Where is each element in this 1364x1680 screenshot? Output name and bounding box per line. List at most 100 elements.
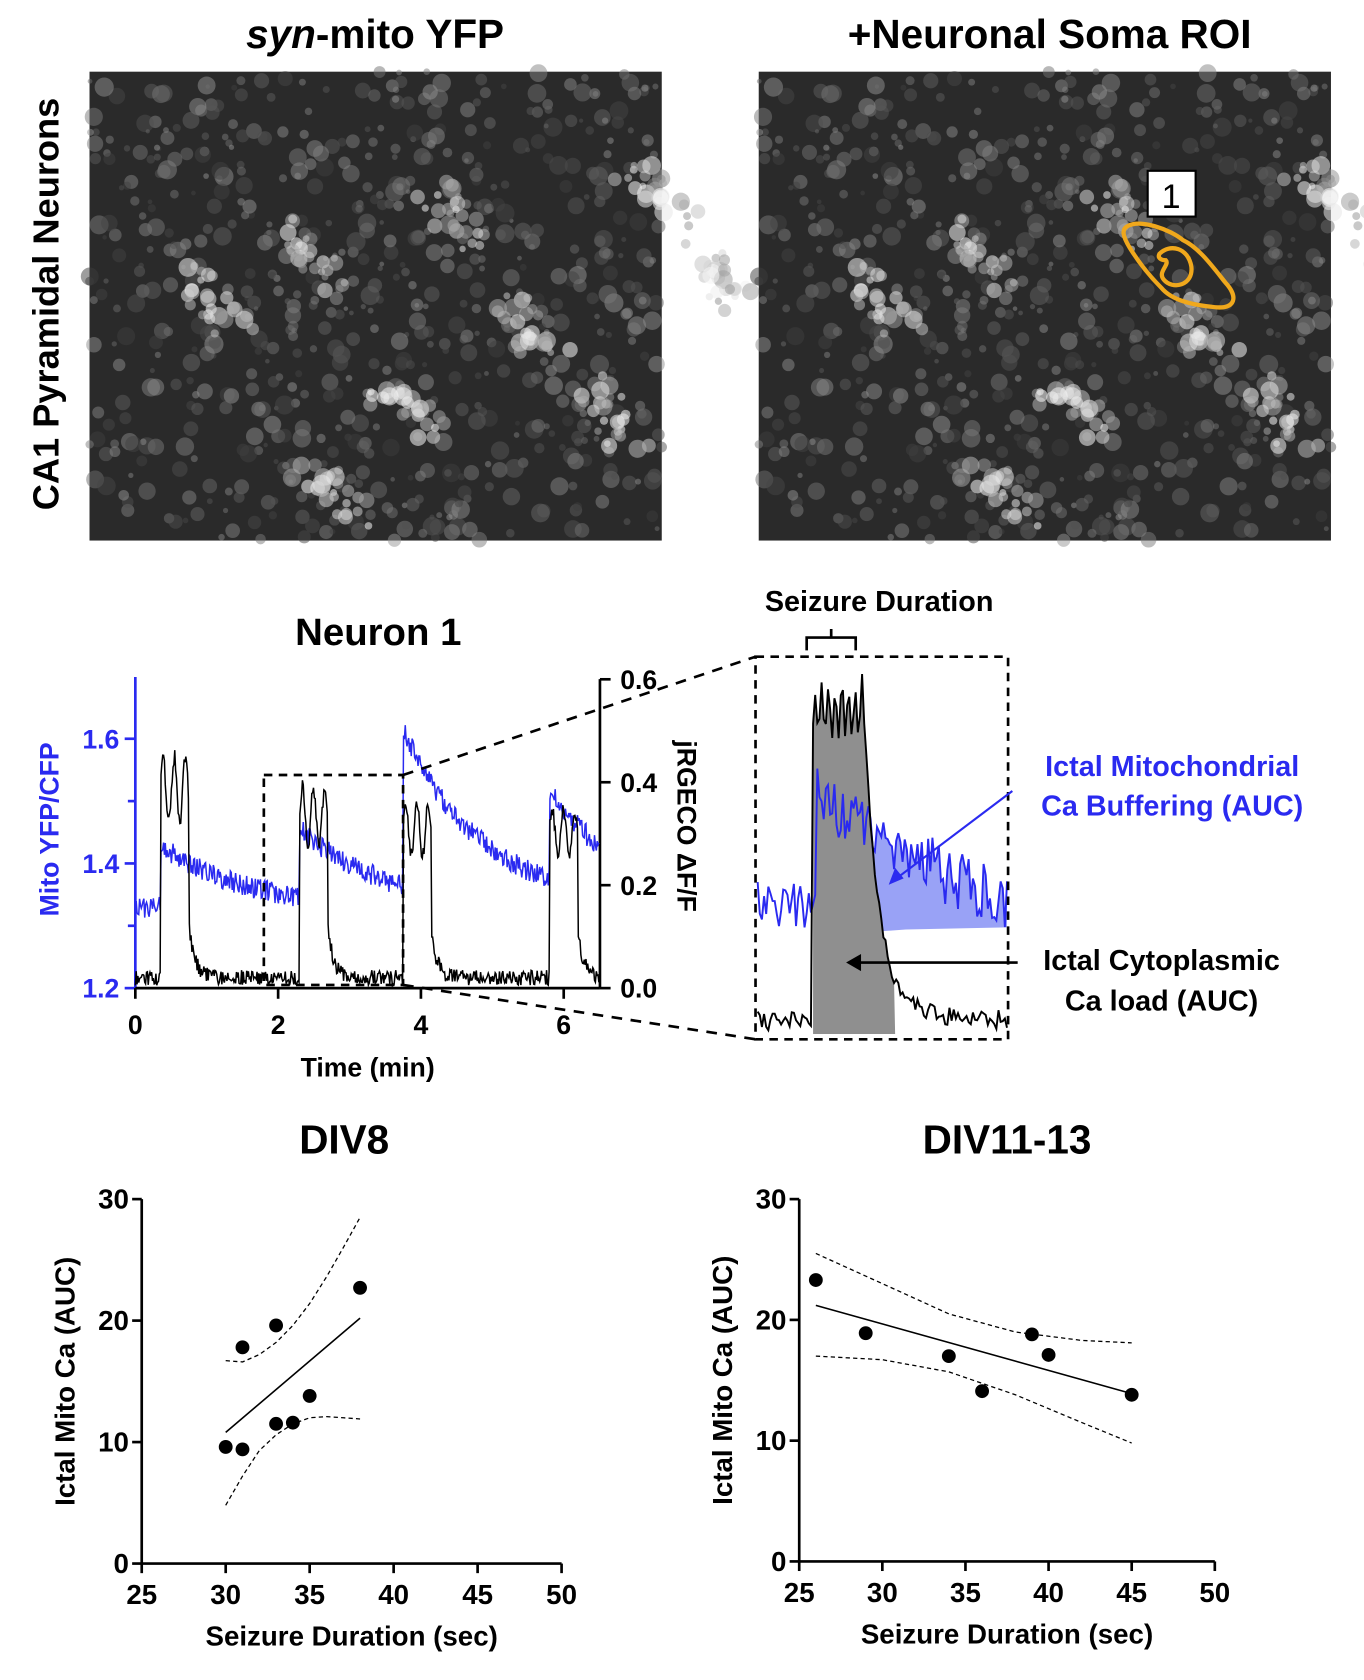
micrograph-speckle (345, 134, 360, 149)
micrograph-speckle (98, 446, 114, 462)
micrograph-speckle (1059, 143, 1070, 154)
micrograph-speckle (894, 523, 910, 539)
micrograph-cell (711, 253, 721, 263)
micrograph-speckle (956, 382, 967, 392)
micrograph-speckle (255, 533, 266, 545)
micrograph-speckle (115, 394, 131, 411)
micrograph-speckle (814, 129, 820, 134)
micrograph-speckle (1075, 360, 1085, 370)
micrograph-speckle (496, 364, 511, 378)
right-y-tick-label: 0.2 (620, 871, 657, 901)
micrograph-speckle (444, 524, 460, 540)
micrograph-speckle (935, 92, 945, 102)
micrograph-speckle (145, 129, 150, 134)
micrograph-cell (330, 254, 338, 262)
micrograph-speckle (1039, 194, 1049, 205)
micrograph-speckle (953, 307, 971, 324)
micrograph-speckle (147, 218, 165, 236)
micrograph-cell (853, 299, 866, 311)
micrograph-speckle (1182, 432, 1189, 438)
x-tick-label: 4 (414, 1010, 429, 1040)
micrograph-speckle (1039, 324, 1049, 334)
y-tick-label: 30 (98, 1184, 129, 1215)
micrograph-speckle (531, 503, 550, 523)
micrograph-speckle (1239, 244, 1249, 254)
micrograph-speckle (1143, 161, 1152, 170)
micrograph-speckle (1029, 285, 1049, 306)
micrograph-cell (613, 427, 622, 436)
micrograph-speckle (788, 412, 801, 425)
micrograph-speckle (531, 106, 544, 118)
micrograph-speckle (1161, 461, 1177, 478)
micrograph-cell (475, 240, 485, 250)
micrograph-speckle (926, 234, 942, 251)
micrograph-speckle (236, 129, 250, 143)
micrograph-cell (1323, 202, 1343, 222)
micrograph-speckle (1048, 220, 1054, 225)
micrograph-speckle (1261, 90, 1268, 97)
micrograph-cell (423, 399, 437, 412)
micrograph-speckle (1131, 151, 1144, 165)
micrograph-speckle (132, 144, 148, 160)
micrograph-speckle (266, 341, 280, 355)
micrograph-speckle (94, 77, 114, 97)
micrograph-speckle (636, 248, 652, 264)
micrograph-speckle (227, 219, 237, 229)
micrograph-speckle (755, 336, 771, 353)
micrograph-speckle (429, 514, 435, 520)
micrograph-cell (1166, 310, 1181, 325)
micrograph-speckle (837, 514, 852, 529)
micrograph-speckle (392, 273, 400, 281)
micrograph-speckle (136, 114, 154, 133)
micrograph-speckle (866, 383, 883, 400)
micrograph-speckle (754, 440, 764, 449)
micrograph-speckle (360, 304, 366, 310)
micrograph-cell (962, 252, 972, 262)
micrograph-speckle (1141, 98, 1151, 107)
micrograph-speckle (1200, 418, 1215, 433)
micrograph-speckle (1026, 253, 1039, 266)
micrograph-speckle (815, 155, 825, 164)
micrograph-speckle (417, 374, 434, 391)
micrograph-speckle (86, 135, 104, 152)
micrograph-speckle (80, 267, 99, 286)
micrograph-speckle (440, 258, 455, 274)
micrograph-speckle (288, 331, 299, 342)
micrograph-speckle (969, 389, 979, 399)
micrograph-speckle (390, 332, 409, 350)
micrograph-speckle (877, 336, 891, 349)
micrograph-speckle (1046, 265, 1053, 272)
micrograph-speckle (182, 111, 200, 129)
micrograph-speckle (593, 295, 600, 302)
micrograph-speckle (408, 312, 427, 330)
data-point (285, 1415, 300, 1430)
micrograph-speckle (1070, 267, 1080, 277)
micrograph-cell (204, 313, 216, 325)
micrograph-cell (1004, 277, 1019, 292)
micrograph-speckle (611, 116, 625, 129)
micrograph-speckle (859, 316, 878, 335)
micrograph-speckle (448, 371, 462, 385)
micrograph-speckle (777, 87, 795, 105)
micrograph-speckle (133, 265, 146, 277)
micrograph-speckle (1317, 355, 1335, 373)
micrograph-speckle (1037, 137, 1047, 147)
micrograph-speckle (539, 357, 549, 366)
micrograph-speckle (1278, 101, 1298, 121)
micrograph-speckle (1305, 248, 1321, 264)
micrograph-speckle (86, 336, 102, 353)
micrograph-speckle (1153, 371, 1159, 376)
micrograph-cell (879, 329, 889, 338)
micrograph-speckle (362, 182, 373, 193)
micrograph-speckle (1039, 481, 1057, 499)
micrograph-speckle (576, 368, 589, 381)
micrograph-speckle (787, 489, 799, 501)
micrograph-speckle (936, 341, 949, 355)
micrograph-speckle (1309, 351, 1319, 361)
micrograph-cell (1192, 293, 1202, 303)
micrograph-speckle (530, 223, 544, 238)
micrograph-speckle (1266, 328, 1274, 336)
micrograph-cell (329, 492, 339, 502)
x-tick-label: 25 (126, 1579, 157, 1610)
micrograph-speckle (948, 174, 957, 183)
